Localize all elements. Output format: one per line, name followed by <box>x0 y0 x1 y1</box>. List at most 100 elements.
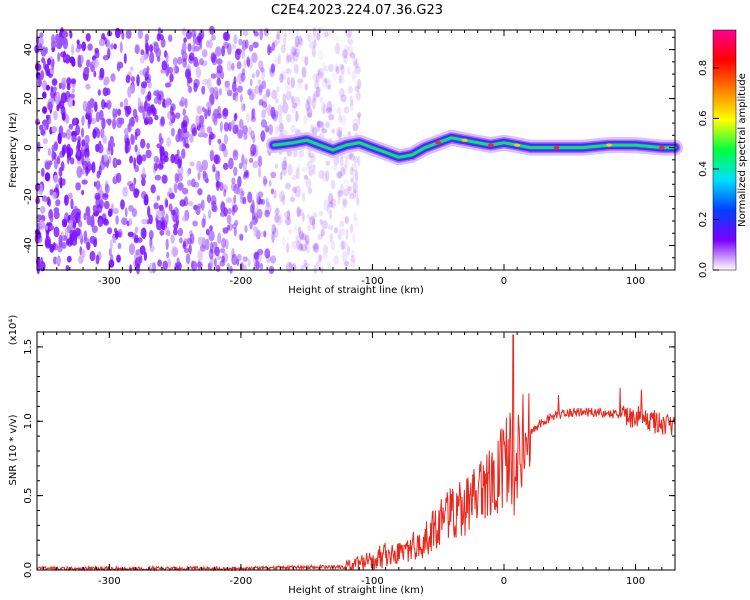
heatmap-cell <box>161 174 168 184</box>
heatmap-cell <box>347 152 353 160</box>
heatmap-cell <box>70 198 74 210</box>
colorbar-ticks: 0.0 0.2 0.4 0.6 0.8 <box>698 60 719 278</box>
heatmap-cell <box>290 193 294 203</box>
heatmap-cell <box>353 61 359 69</box>
colorbar-tick-label: 0.0 <box>698 262 709 278</box>
heatmap-cell <box>162 98 166 108</box>
heatmap-cell <box>273 56 279 69</box>
colorbar-label: Normalized spectral amplitude <box>737 73 748 227</box>
heatmap-cell <box>308 168 315 176</box>
heatmap-cell <box>350 254 356 263</box>
heatmap-cell <box>53 110 58 121</box>
heatmap-cell <box>48 114 52 125</box>
heatmap-cell <box>83 230 88 242</box>
heatmap-cell <box>284 210 291 219</box>
heatmap-cell <box>238 118 244 129</box>
heatmap-peak <box>514 143 521 147</box>
heatmap-cell <box>117 242 122 250</box>
heatmap-cell <box>255 192 260 204</box>
heatmap-cell <box>251 52 258 63</box>
heatmap-cell <box>338 114 343 123</box>
heatmap-cell <box>62 30 69 38</box>
heatmap-cell <box>321 61 326 73</box>
heatmap-cell <box>146 142 151 149</box>
heatmap-cell <box>102 193 109 201</box>
heatmap-cell <box>71 88 75 94</box>
heatmap-cell <box>349 95 353 107</box>
heatmap-cell <box>129 183 136 192</box>
heatmap-cell <box>170 106 174 116</box>
heatmap-cell <box>334 43 341 55</box>
heatmap-cell <box>352 168 357 179</box>
heatmap-cell <box>352 118 359 125</box>
heatmap-cell <box>35 182 41 192</box>
heatmap-cell <box>272 40 278 47</box>
heatmap-peak <box>658 146 665 150</box>
heatmap-cell <box>327 84 332 91</box>
heatmap-cell <box>357 78 362 90</box>
heatmap-cell <box>77 136 82 142</box>
heatmap-cell <box>303 262 310 269</box>
heatmap-cell <box>137 29 143 39</box>
heatmap-cell <box>130 84 135 95</box>
heatmap-cell <box>316 86 323 93</box>
heatmap-cell <box>348 190 354 197</box>
heatmap-cell <box>246 56 251 67</box>
heatmap-cell <box>337 229 341 241</box>
heatmap-cell <box>338 88 345 98</box>
heatmap-cell <box>263 178 268 185</box>
heatmap-cell <box>144 194 149 206</box>
heatmap-cell <box>123 98 129 107</box>
heatmap-cell <box>185 253 191 265</box>
heatmap-cell <box>336 129 342 139</box>
heatmap-cell <box>40 70 45 81</box>
heatmap-cell <box>257 79 262 85</box>
heatmap-cell <box>353 217 360 229</box>
heatmap-cell <box>145 42 150 55</box>
snr-y-label: SNR (10 * v/v) <box>8 414 19 485</box>
heatmap-cell <box>71 135 77 143</box>
heatmap-cell <box>294 96 301 107</box>
heatmap-cell <box>85 33 91 42</box>
heatmap-cell <box>118 117 125 125</box>
heatmap-cell <box>93 70 97 78</box>
heatmap-cell <box>300 37 304 47</box>
heatmap-cell <box>263 27 269 37</box>
heatmap-cell <box>301 166 309 173</box>
colorbar: 0.0 0.2 0.4 0.6 0.8 Normalized spectral ampl… <box>698 29 748 278</box>
heatmap-cell <box>85 83 91 90</box>
heatmap-cell <box>236 185 241 195</box>
heatmap-cell <box>244 225 248 233</box>
heatmap-cell <box>160 38 166 48</box>
heatmap-cell <box>39 32 44 38</box>
heatmap-cell <box>106 87 111 96</box>
heatmap-cell <box>273 189 277 199</box>
heatmap-cell <box>242 264 247 270</box>
heatmap-cell <box>312 218 316 231</box>
heatmap-cell <box>173 183 178 194</box>
heatmap-cell <box>201 49 208 58</box>
heatmap-cell <box>112 108 116 118</box>
heatmap-signal-peaks <box>435 138 665 150</box>
heatmap-cell <box>107 118 112 126</box>
heatmap-cell <box>242 125 249 135</box>
heatmap-cell <box>274 163 279 169</box>
heatmap-cell <box>196 160 202 172</box>
heatmap-cell <box>297 83 303 89</box>
heatmap-cell <box>295 167 300 180</box>
heatmap-cell <box>188 86 193 94</box>
heatmap-cell <box>153 202 159 210</box>
heatmap-cell <box>57 245 63 253</box>
heatmap-cell <box>247 89 252 96</box>
heatmap-cell <box>265 88 271 98</box>
heatmap-cell <box>312 45 316 58</box>
heatmap-cell <box>218 88 222 96</box>
heatmap-cell <box>196 33 203 43</box>
heatmap-cell <box>339 74 345 84</box>
heatmap-cell <box>202 172 209 182</box>
heatmap-cell <box>299 243 303 252</box>
heatmap-cell <box>235 48 242 55</box>
heatmap-cell <box>83 66 90 75</box>
heatmap-cell <box>223 41 230 49</box>
heatmap-cell <box>87 43 93 51</box>
